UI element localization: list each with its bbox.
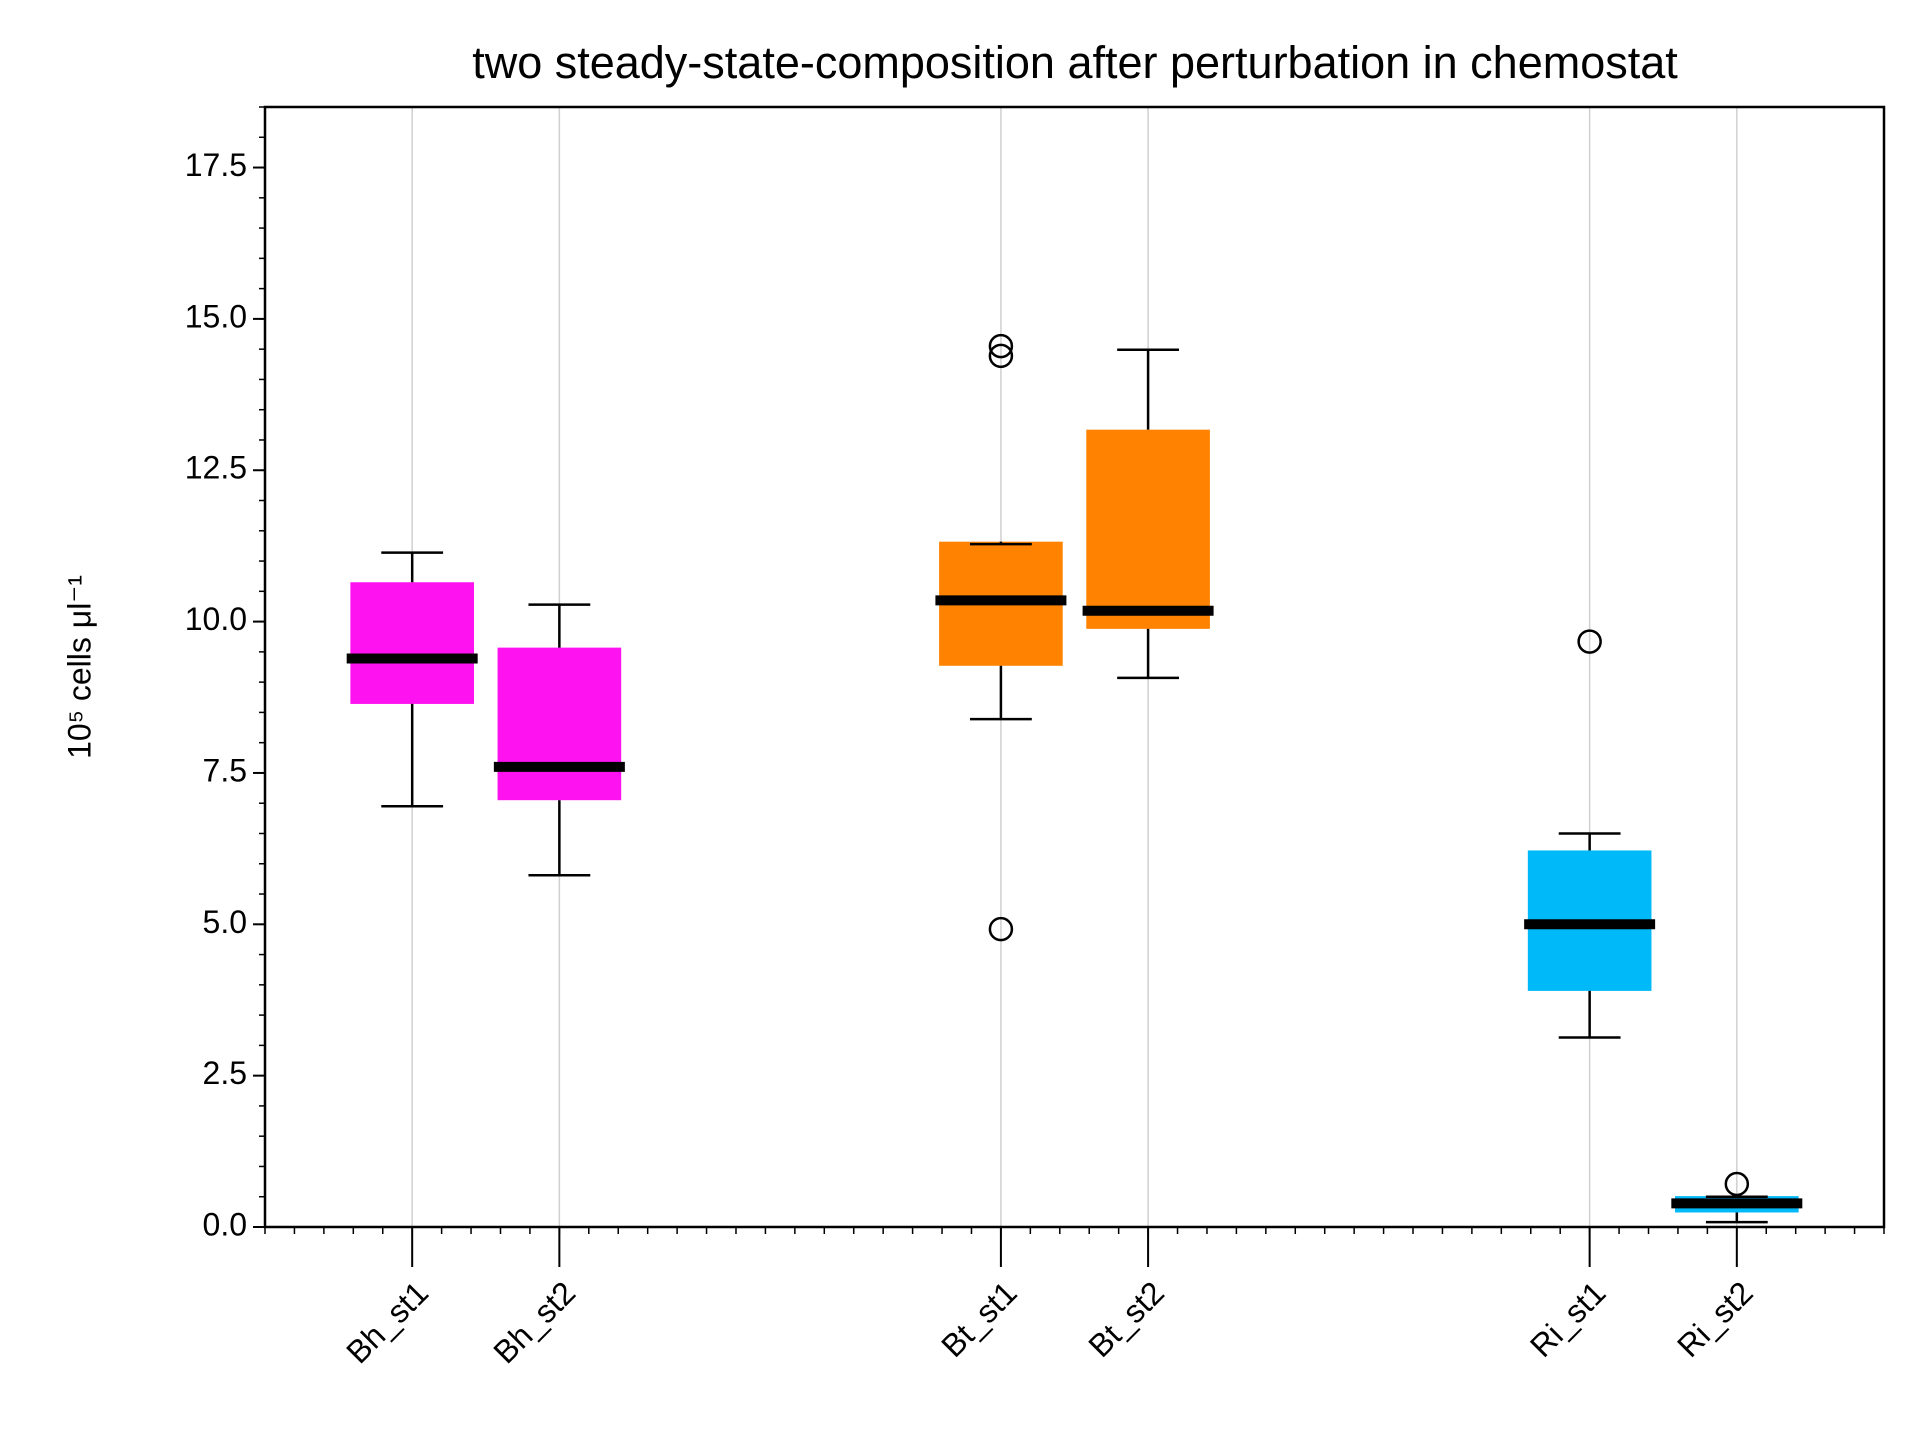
- box: [497, 647, 622, 801]
- x-tick-label: Ri_st1: [1523, 1274, 1613, 1364]
- y-tick-label: 17.5: [185, 147, 247, 183]
- x-tick-label: Ri_st2: [1670, 1274, 1760, 1364]
- x-tick-label: Bt_st1: [934, 1274, 1024, 1364]
- x-tick-label: Bh_st1: [339, 1274, 435, 1370]
- x-tick-label: Bh_st2: [486, 1274, 582, 1370]
- y-tick-label: 0.0: [203, 1206, 247, 1242]
- chart-title: two steady-state-composition after pertu…: [472, 37, 1678, 88]
- y-axis-label: 10⁵ cells μl⁻¹: [61, 575, 97, 759]
- outlier: [1577, 629, 1602, 654]
- y-tick-label: 15.0: [185, 298, 247, 334]
- box: [1086, 429, 1210, 629]
- box: [350, 582, 474, 704]
- y-tick-label: 7.5: [203, 752, 247, 788]
- y-tick-label: 10.0: [185, 601, 247, 637]
- y-tick-label: 2.5: [203, 1055, 247, 1091]
- y-tick-label: 5.0: [203, 904, 247, 940]
- outlier: [988, 333, 1014, 359]
- outlier: [988, 343, 1014, 369]
- outlier: [988, 916, 1014, 942]
- x-tick-label: Bt_st2: [1081, 1274, 1171, 1364]
- plot-frame: [263, 105, 1886, 1229]
- y-tick-label: 12.5: [185, 450, 247, 486]
- outlier: [1724, 1171, 1750, 1197]
